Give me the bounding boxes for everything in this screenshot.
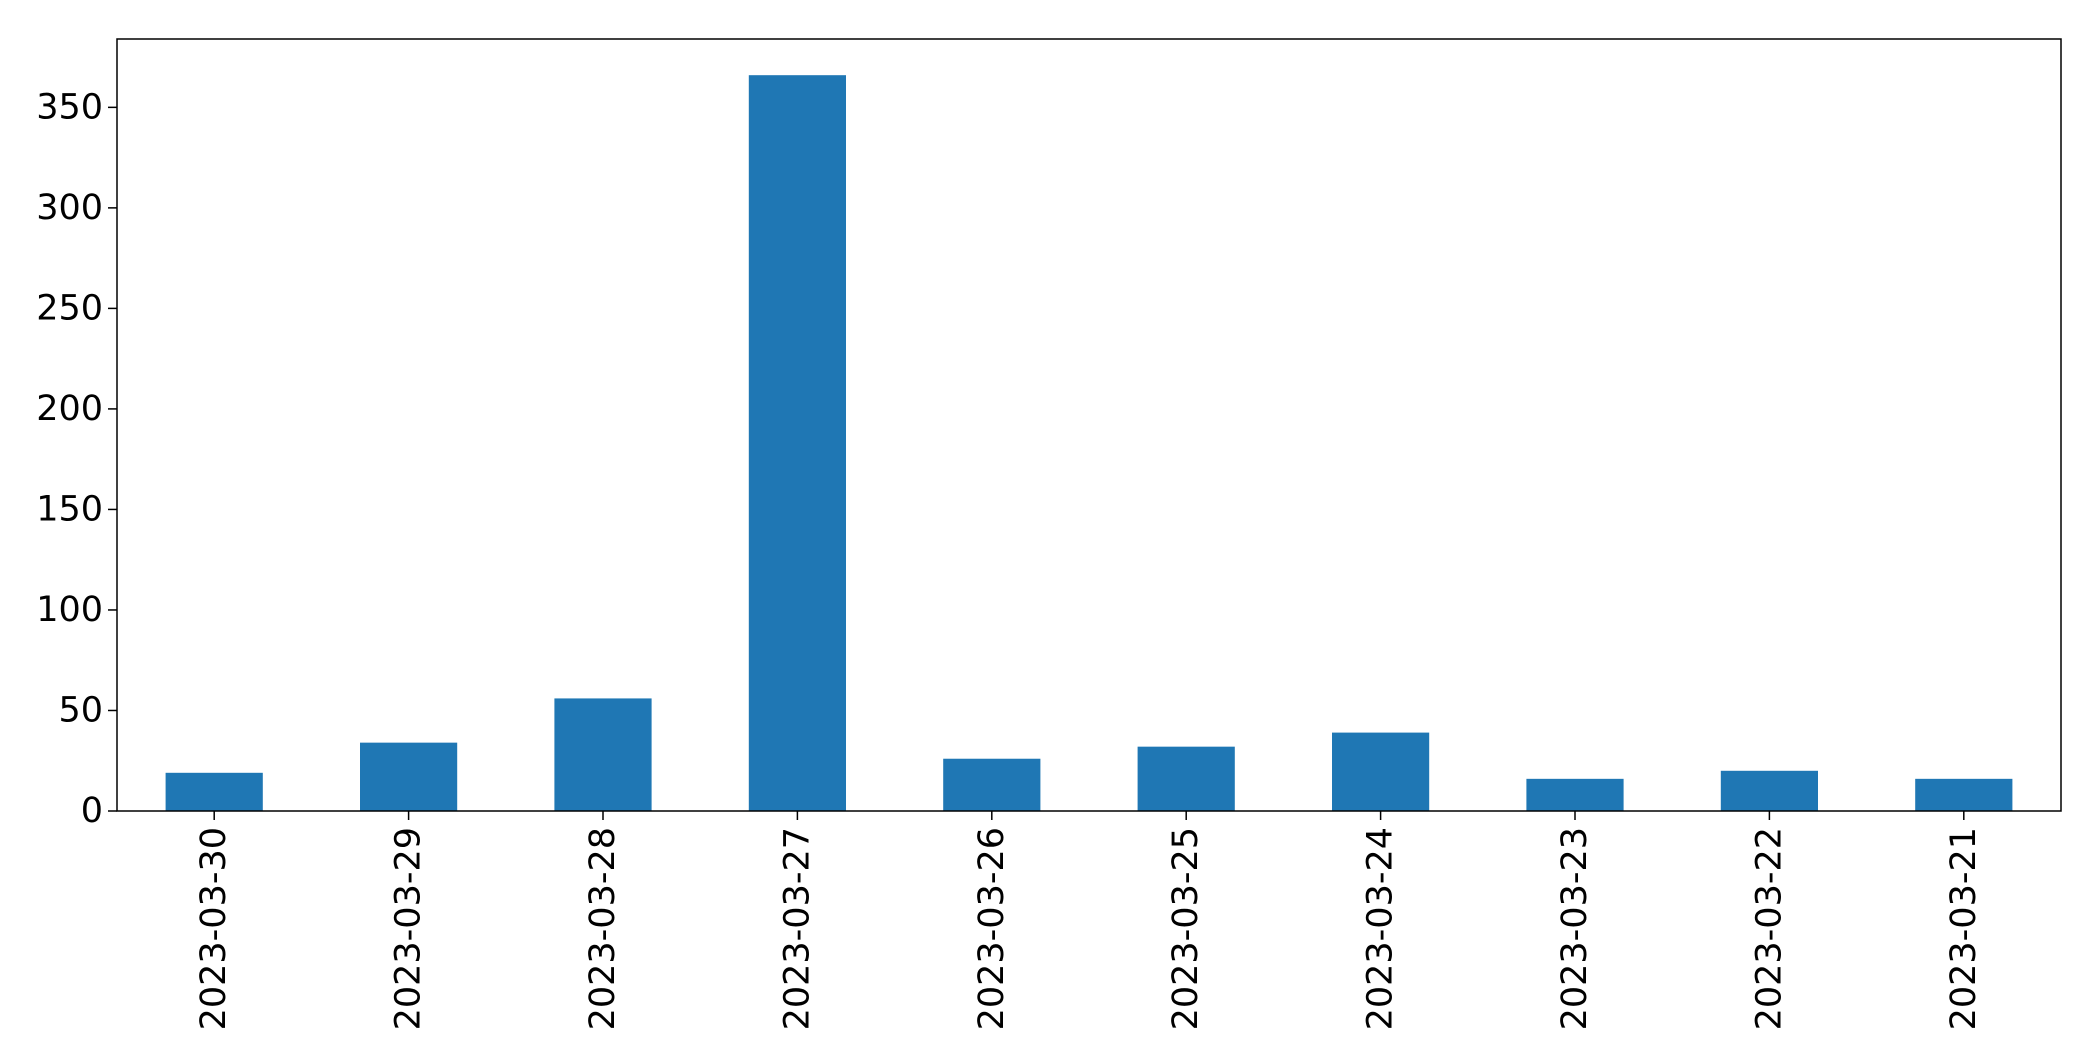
bar-2023-03-21 [1915,778,2013,811]
x-tick-label: 2023-03-25 [1166,827,1206,1030]
bar-2023-03-26 [943,758,1041,811]
x-tick-label: 2023-03-28 [583,827,623,1030]
y-tick-label: 0 [81,791,103,831]
x-tick-label: 2023-03-29 [389,827,429,1030]
bar-2023-03-23 [1526,778,1624,811]
y-tick-label: 150 [36,489,103,529]
x-tick-label: 2023-03-24 [1361,827,1401,1030]
bars-layer [165,75,2013,811]
bar-2023-03-29 [360,742,458,811]
bar-2023-03-30 [165,772,263,811]
y-tick-label: 100 [36,590,103,630]
x-tick-label: 2023-03-21 [1944,827,1984,1030]
y-tick-label: 200 [36,389,103,429]
bar-2023-03-22 [1720,770,1818,811]
y-tick-label: 50 [58,690,103,730]
x-tick-label: 2023-03-26 [972,827,1012,1030]
x-tick-label: 2023-03-22 [1749,827,1789,1030]
bar-2023-03-24 [1332,732,1430,811]
bar-2023-03-27 [748,75,846,811]
plot-frame [116,38,2062,812]
x-tick-label: 2023-03-27 [777,827,817,1030]
bar-2023-03-25 [1137,746,1235,811]
y-axis: 0 50 100 150 200 250 300 350 [36,87,117,831]
y-tick-label: 350 [36,87,103,127]
y-tick-label: 250 [36,288,103,328]
x-axis: 2023-03-30 2023-03-29 2023-03-28 2023-03-27… [194,811,1984,1030]
bar-2023-03-28 [554,698,652,811]
y-tick-label: 300 [36,188,103,228]
x-tick-label: 2023-03-30 [194,827,234,1030]
x-tick-label: 2023-03-23 [1555,827,1595,1030]
